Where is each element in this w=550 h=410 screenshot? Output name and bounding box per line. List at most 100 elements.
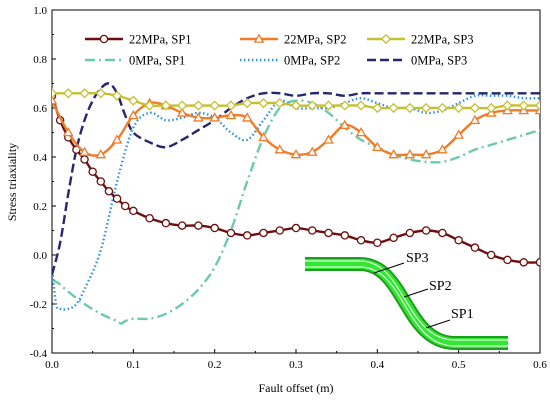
legend-label-3: 0MPa, SP1 [129,54,185,68]
fault-profile-line-1 [305,260,508,341]
y-tick-label-0: -0.4 [30,348,48,360]
y-axis-title: Stress triaxiality [5,143,19,221]
series-2-point-15 [290,100,302,111]
legend: 22MPa, SP1 22MPa, SP2 22MPa, SP3 0MPa, SP1 0… [85,33,474,68]
series-2-point-11 [225,100,237,111]
series-0-point-33 [503,255,512,265]
legend-marker-0 [99,34,109,44]
legend-item-2: 22MPa, SP3 [367,33,474,47]
series-0-point-27 [405,228,415,238]
series-1-point-13 [258,131,269,142]
series-0-point-24 [356,236,366,245]
series-0-point-31 [470,243,480,252]
series-1-point-3 [95,149,107,159]
legend-label-4: 0MPa, SP2 [284,54,340,68]
series-0-point-30 [454,236,463,245]
legend-item-4: 0MPa, SP2 [240,54,340,68]
series-1-point-5 [128,109,139,120]
series-1-point-2 [79,146,90,156]
series-2-point-10 [209,100,220,111]
series-line-3 [52,99,540,325]
series-2-point-9 [193,100,204,111]
series-2-point-3 [95,88,106,99]
series-2-point-17 [323,100,334,111]
series-2-point-30 [534,100,540,111]
series-2-point-27 [486,102,497,114]
series-2-point-1 [63,88,74,99]
sp1-label: SP1 [451,307,474,322]
series-1-point-14 [274,144,286,154]
series-2-point-2 [79,88,90,99]
legend-item-1: 22MPa, SP2 [240,33,347,47]
series-0-point-32 [486,250,496,260]
series-line-0 [52,95,540,264]
series-1-point-8 [176,107,188,117]
y-tick-label-4: 0.4 [33,152,47,164]
sp3-pointer [373,262,405,274]
legend-label-5: 0MPa, SP3 [411,54,467,68]
series-1-point-15 [290,149,302,159]
series-1-point-9 [193,112,204,122]
series-1-point-24 [437,144,448,154]
series-1-point-20 [372,141,383,152]
series-1-point-0 [52,95,58,105]
x-tick-label-3: 0.3 [289,359,303,371]
series-0-point-13 [177,221,187,230]
series-0-point-19 [275,226,284,235]
series-0-point-7 [104,187,114,196]
series-2 [52,88,540,114]
series-1-point-12 [241,112,253,122]
series-1 [52,95,540,159]
series-2-point-28 [502,100,513,111]
y-tick-label-3: 0.2 [33,201,47,213]
series-2-point-23 [421,102,432,114]
series-2-point-22 [404,102,415,114]
series-2-point-24 [437,102,448,114]
series-0-point-15 [210,223,219,233]
series-1-point-26 [469,114,481,125]
legend-label-0: 22MPa, SP1 [129,33,192,47]
sp1-pointer [425,319,451,329]
series-1-point-10 [209,112,220,122]
series-2-point-16 [307,100,318,111]
series-0-point-34 [519,258,528,267]
series-2-point-8 [177,100,188,111]
fault-profile-inner [305,259,508,348]
series-2-point-0 [52,88,58,99]
legend-item-3: 0MPa, SP1 [85,54,185,68]
series-0-point-11 [145,213,154,223]
series-1-point-19 [355,126,367,137]
series-0-point-28 [421,226,431,235]
series-1-point-1 [62,126,74,137]
y-tick-label-6: 0.8 [33,54,47,66]
series-2-point-20 [372,102,383,114]
series-0-point-22 [324,228,333,238]
legend-marker-2 [380,33,392,45]
series-0-point-5 [88,167,97,176]
series-2-point-4 [111,90,123,101]
series-0-point-4 [80,155,89,164]
series-0-point-10 [129,206,138,216]
sp2-pointer [403,288,429,298]
x-tick-label-4: 0.4 [370,359,384,371]
x-tick-label-6: 0.6 [533,359,547,371]
series-1-point-22 [404,149,416,159]
series-2-point-25 [453,102,464,114]
series-2-point-18 [339,100,350,111]
legend-marker-1 [253,33,265,43]
series-1-point-23 [420,149,432,159]
series-0-point-20 [291,223,301,233]
x-tick-label-2: 0.2 [208,359,222,371]
y-tick-label-1: -0.2 [30,299,47,311]
series-5 [52,82,540,275]
series-0-point-26 [389,233,398,243]
series-0 [52,91,540,267]
series-0-point-9 [120,201,130,211]
legend-item-0: 22MPa, SP1 [85,33,192,47]
series-0-point-12 [161,218,171,228]
y-tick-label-2: 0.0 [33,250,47,262]
x-tick-label-5: 0.5 [452,359,466,371]
series-1-point-25 [453,129,464,139]
series-3 [52,99,540,325]
